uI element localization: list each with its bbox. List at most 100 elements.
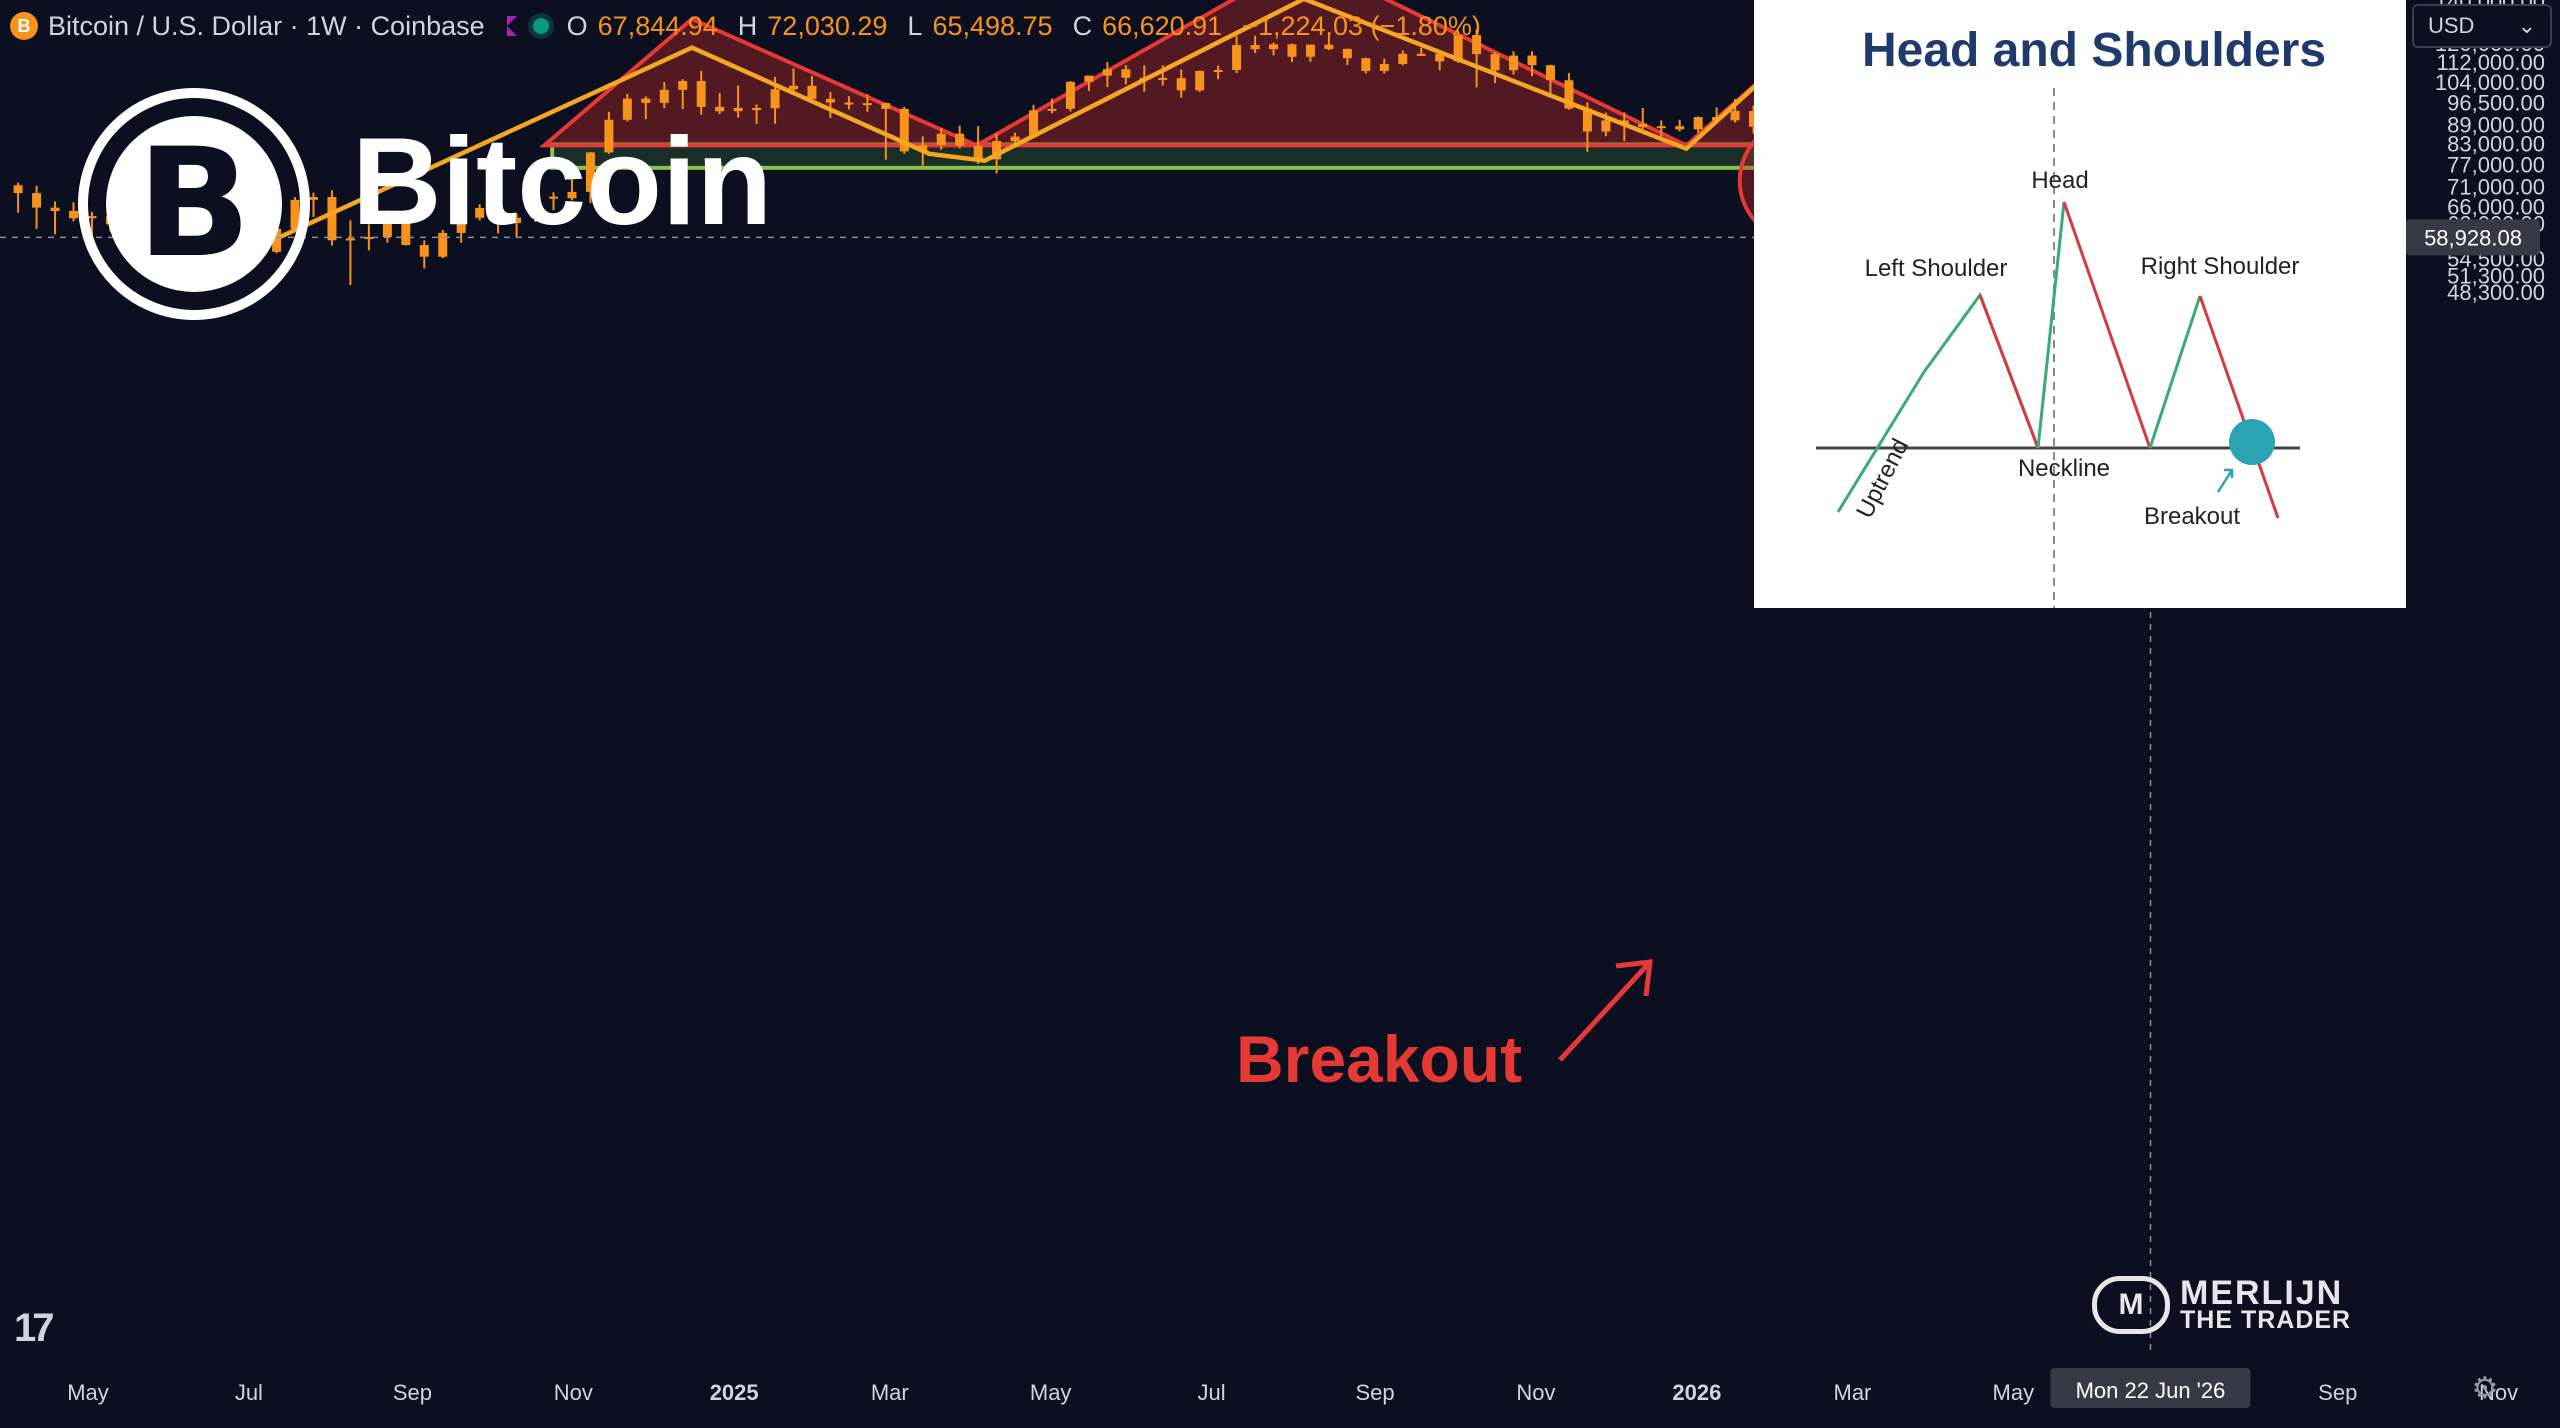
candle xyxy=(1416,53,1426,56)
flag-icon[interactable] xyxy=(506,16,517,36)
high-value: 72,030.29 xyxy=(767,10,888,41)
candle xyxy=(881,103,891,109)
candle xyxy=(1065,81,1075,109)
candle xyxy=(1232,45,1242,71)
inset-label-neckline: Neckline xyxy=(2018,455,2110,482)
candle xyxy=(345,238,355,241)
inset-breakout-arrow-icon xyxy=(2216,468,2234,493)
candle xyxy=(512,217,522,224)
price-tick-label: 83,000.00 xyxy=(2447,132,2545,157)
currency-select[interactable]: USD ⌄ xyxy=(2412,4,2552,48)
time-tick-label: Mar xyxy=(871,1380,909,1405)
candle xyxy=(1010,136,1020,142)
candle xyxy=(364,237,374,240)
inset-title: Head and Shoulders xyxy=(1862,24,2326,77)
candle xyxy=(1656,126,1666,129)
candle xyxy=(1398,53,1408,65)
inset-head-down xyxy=(2062,201,2152,449)
candle xyxy=(862,103,872,106)
time-tick-label: Sep xyxy=(393,1380,432,1405)
crosshair-date-badge xyxy=(2050,1368,2251,1408)
candle xyxy=(1564,80,1574,109)
candle xyxy=(32,193,42,208)
merlijn-watermark: M MERLIJN THE TRADER xyxy=(2092,1276,2351,1334)
candle xyxy=(1675,126,1685,130)
candle xyxy=(1342,48,1352,59)
candle xyxy=(1379,64,1389,72)
crosshair-price-badge xyxy=(2406,219,2540,256)
inset-right-shoulder-up xyxy=(2148,295,2202,449)
time-tick-label: Sep xyxy=(1355,1380,1394,1405)
candle xyxy=(715,106,725,112)
time-tick-label: Sep xyxy=(2318,1380,2357,1405)
candle xyxy=(1749,110,1759,127)
low-value: 65,498.75 xyxy=(932,10,1053,41)
gear-icon[interactable]: ⚙ xyxy=(2471,1372,2499,1405)
inset-breakout-dot xyxy=(2229,419,2275,465)
candle xyxy=(1601,120,1611,132)
price-tick-label: 96,500.00 xyxy=(2447,91,2545,116)
candle xyxy=(807,85,817,99)
candle xyxy=(1582,108,1592,132)
inset-label-right-shoulder: Right Shoulder xyxy=(2141,253,2300,280)
candle xyxy=(456,217,466,233)
candle xyxy=(1472,35,1482,55)
candle xyxy=(438,232,448,257)
brand-title: Bitcoin xyxy=(352,113,773,251)
time-tick-label: Jul xyxy=(235,1380,263,1405)
candle xyxy=(68,210,78,219)
candle xyxy=(955,133,965,146)
candle xyxy=(1324,44,1334,49)
candle xyxy=(844,102,854,105)
inset-label-head: Head xyxy=(2031,167,2088,194)
merlijn-name: MERLIJN xyxy=(2180,1273,2344,1312)
candle xyxy=(1435,53,1445,62)
open-label: O xyxy=(566,10,588,41)
time-tick-label: May xyxy=(1993,1380,2035,1405)
price-tick-label: 104,000.00 xyxy=(2435,70,2545,95)
time-tick-label: Jul xyxy=(1197,1380,1225,1405)
close-value: 66,620.91 xyxy=(1102,10,1223,41)
close-label: C xyxy=(1072,10,1093,41)
candle xyxy=(1287,44,1297,57)
change-value: −1,224.03 (−1.80%) xyxy=(1242,10,1481,41)
price-tick-label: 51,300.00 xyxy=(2447,263,2545,288)
market-status-icon[interactable] xyxy=(532,18,549,34)
merlijn-logo-icon: M xyxy=(2092,1276,2170,1334)
time-tick-label: Nov xyxy=(2479,1380,2518,1405)
head-and-shoulders-inset: Head and Shoulders Uptrend Left Shoulder… xyxy=(1754,0,2406,608)
candle xyxy=(1176,78,1186,91)
breakout-arrow-head-icon xyxy=(1615,959,1653,997)
time-tick-label: May xyxy=(67,1380,109,1405)
time-tick-label: 2026 xyxy=(1672,1380,1721,1405)
time-tick-label: May xyxy=(1030,1380,1072,1405)
candle xyxy=(493,208,503,224)
time-axis[interactable]: May Jul Sep Nov 2025 Mar May Jul Sep Nov 2026 Mar Ma… xyxy=(67,1368,2518,1408)
inset-left-shoulder-down xyxy=(1978,294,2040,449)
inset-head-up xyxy=(2036,201,2066,449)
candle xyxy=(1047,108,1057,111)
inset-label-left-shoulder: Left Shoulder xyxy=(1865,255,2008,282)
candle xyxy=(770,89,780,109)
candle xyxy=(973,145,983,160)
crosshair-price-label: 58,928.08 xyxy=(2424,225,2522,250)
tradingview-logo-icon[interactable]: 17 xyxy=(14,1306,54,1350)
crosshair-date-label: Mon 22 Jun '26 xyxy=(2076,1378,2226,1403)
candle xyxy=(1693,117,1703,130)
candle xyxy=(401,213,411,246)
chevron-down-icon: ⌄ xyxy=(2517,13,2536,38)
breakout-arrow-icon xyxy=(1558,960,1652,1062)
symbol-legend[interactable]: B Bitcoin / U.S. Dollar · 1W · Coinbase … xyxy=(10,8,1491,44)
symbol-title[interactable]: Bitcoin / U.S. Dollar · 1W · Coinbase xyxy=(48,10,485,41)
candle xyxy=(1305,44,1315,57)
price-tick-label: 112,000.00 xyxy=(2437,50,2545,75)
candle xyxy=(1361,58,1371,72)
inset-diagram: Head and Shoulders Uptrend Left Shoulder… xyxy=(1816,24,2326,608)
candle xyxy=(475,208,485,218)
candle xyxy=(1509,55,1519,71)
high-label: H xyxy=(737,10,758,41)
breakout-label: Breakout xyxy=(1236,1022,1522,1096)
bitcoin-logo-icon: B xyxy=(78,88,310,320)
candle xyxy=(419,245,429,257)
